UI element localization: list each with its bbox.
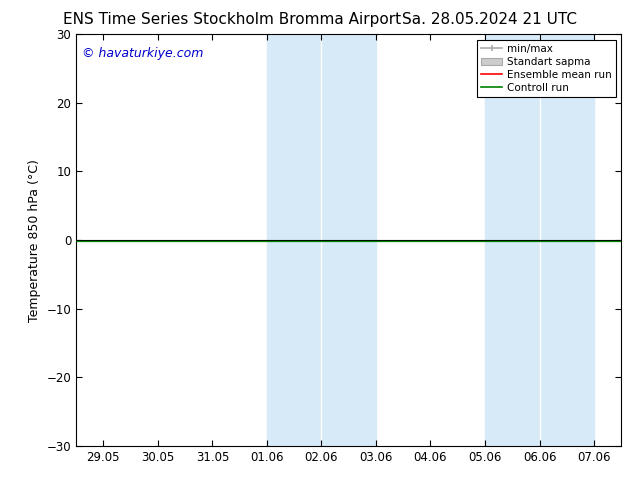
Text: ENS Time Series Stockholm Bromma Airport: ENS Time Series Stockholm Bromma Airport — [63, 12, 401, 27]
Bar — [321, 34, 376, 446]
Legend: min/max, Standart sapma, Ensemble mean run, Controll run: min/max, Standart sapma, Ensemble mean r… — [477, 40, 616, 97]
Text: © havaturkiye.com: © havaturkiye.com — [82, 47, 203, 60]
Bar — [267, 34, 321, 446]
Y-axis label: Temperature 850 hPa (°C): Temperature 850 hPa (°C) — [28, 159, 41, 321]
Bar — [540, 34, 594, 446]
Bar — [485, 34, 540, 446]
Text: Sa. 28.05.2024 21 UTC: Sa. 28.05.2024 21 UTC — [402, 12, 577, 27]
